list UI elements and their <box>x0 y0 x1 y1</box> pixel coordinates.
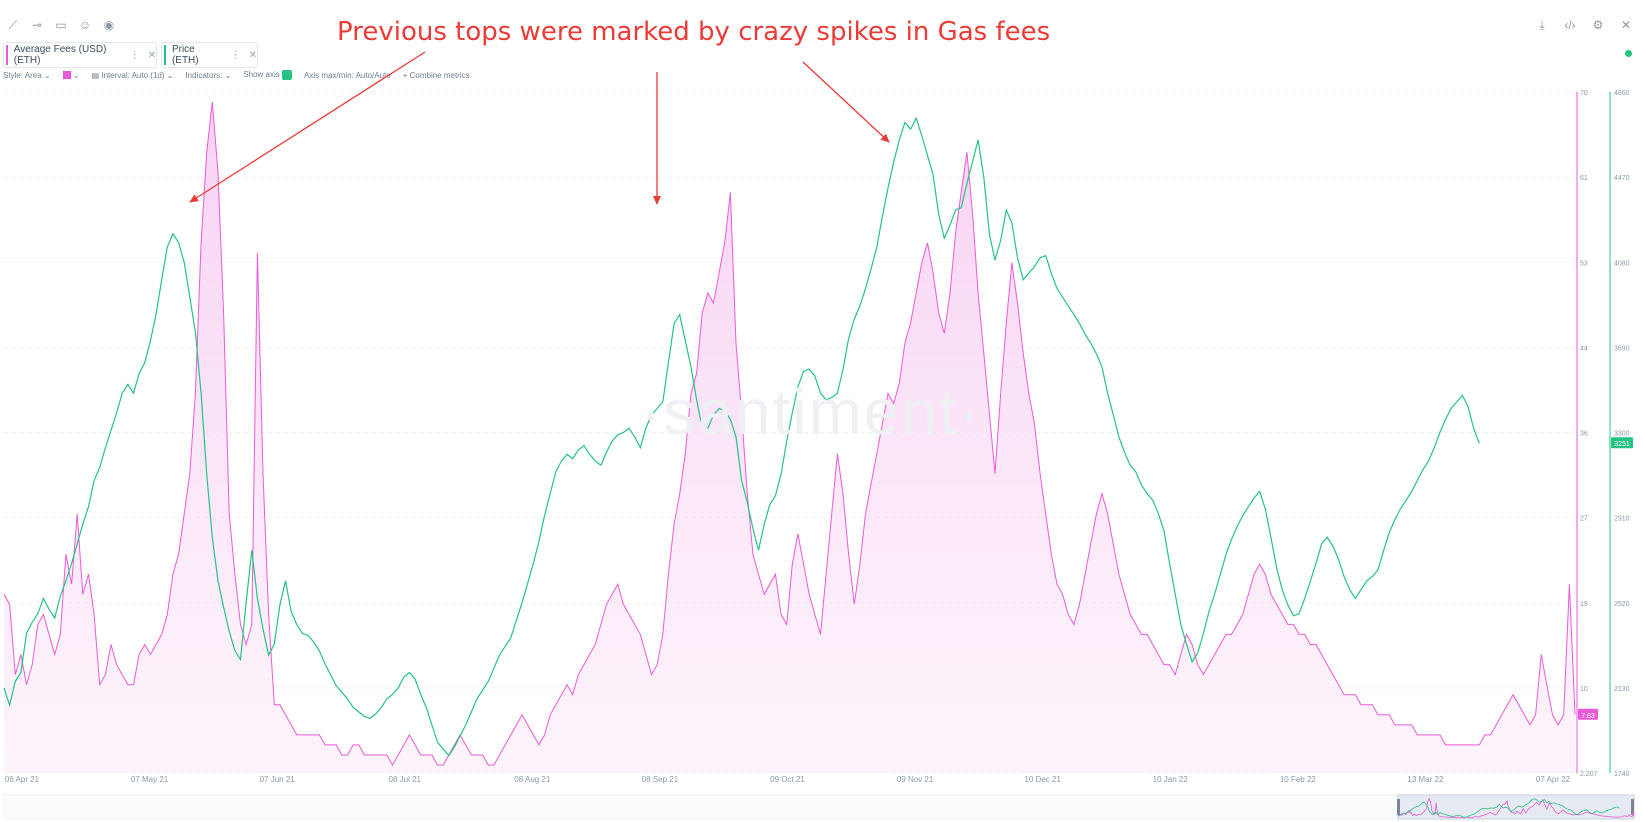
navigator-handle-left <box>1397 799 1400 815</box>
price-tick-label: 4470 <box>1614 175 1630 182</box>
price-tick-label: 2130 <box>1614 686 1630 693</box>
settings-row: Style: Area ⌄ ⌄ ▤ Interval: Auto (1d) ⌄ … <box>3 70 470 80</box>
checkbox-checked-icon[interactable] <box>282 70 292 80</box>
close-icon[interactable]: ✕ <box>147 49 156 61</box>
fees-tick-label: 36 <box>1580 431 1588 438</box>
annotation-text: Previous tops were marked by crazy spike… <box>337 17 1051 47</box>
navigator-handle-right <box>1631 799 1634 815</box>
fees-series <box>3 101 1576 773</box>
price-tick-label: 3300 <box>1614 431 1630 438</box>
horizontal-line-icon[interactable]: ⊸ <box>31 18 43 32</box>
watermark: ·santiment· <box>640 376 983 448</box>
tab-label: Average Fees (USD) (ETH) <box>13 44 107 66</box>
color-swatch <box>62 71 71 80</box>
fees-last-value: 7.83 <box>1581 713 1595 720</box>
fees-tick-label: 27 <box>1580 516 1588 523</box>
navigator-track <box>3 794 1635 820</box>
range-navigator <box>3 794 1635 820</box>
navigator-selection <box>1397 794 1635 820</box>
navigator-fees-line <box>1397 797 1635 819</box>
x-tick-label: 07 Jun 21 <box>260 775 296 784</box>
fees-color-bar <box>6 45 8 65</box>
fees-tick-label: 70 <box>1580 90 1588 97</box>
fees-area-fill <box>4 102 1575 773</box>
download-icon[interactable]: ⤓ <box>1539 18 1545 32</box>
price-color-bar <box>164 45 166 65</box>
axis-minmax-select[interactable]: Axis max/min: Auto/Auto <box>304 70 391 80</box>
eye-icon[interactable]: ◉ <box>103 18 115 32</box>
fees-tick-label: 10 <box>1580 686 1588 693</box>
fees-tick-label: 44 <box>1580 345 1588 352</box>
x-tick-label: 08 Sep 21 <box>642 775 679 784</box>
price-axis: 4860 4470 4080 3690 3300 2910 2520 2130 1740 3251 <box>1609 90 1633 778</box>
annotation-arrows <box>189 51 890 205</box>
price-last-value: 3251 <box>1614 441 1630 448</box>
combine-metrics-button[interactable]: + Combine metrics <box>402 70 470 80</box>
x-tick-label: 13 Mar 22 <box>1407 775 1444 784</box>
interval-select[interactable]: ▤ Interval: Auto (1d) ⌄ <box>91 70 174 80</box>
style-select[interactable]: Style: Area ⌄ <box>3 70 51 80</box>
x-axis: 06 Apr 21 07 May 21 07 Jun 21 08 Jul 21 08 A… <box>5 775 1571 784</box>
live-status-dot <box>1625 50 1632 57</box>
chart-actions: ⤓ ‹/› ⚙ ✕ <box>1535 18 1633 32</box>
calendar-icon: ▤ <box>91 70 100 80</box>
drawing-toolbar: ⟋ ⊸ ▭ ☺ ◉ <box>6 18 116 32</box>
fees-tick-label: 19 <box>1580 601 1588 608</box>
emoji-icon[interactable]: ☺ <box>78 18 92 32</box>
price-tick-label: 4080 <box>1614 260 1630 267</box>
color-select[interactable]: ⌄ <box>62 71 80 80</box>
price-tick-label: 1740 <box>1614 771 1630 778</box>
tab-label: Price (ETH) <box>171 44 199 66</box>
x-tick-label: 10 Feb 22 <box>1280 775 1317 784</box>
more-icon[interactable]: ⋮ <box>230 49 241 61</box>
annotation-arrow <box>189 51 426 203</box>
x-tick-label: 07 May 21 <box>131 775 169 784</box>
price-tick-label: 3690 <box>1614 345 1630 352</box>
x-tick-label: 08 Jul 21 <box>389 775 422 784</box>
fees-axis: 70 61 53 44 36 27 19 10 2.207 7.83 <box>1576 90 1598 778</box>
price-last-badge <box>1611 437 1633 449</box>
note-icon[interactable]: ▭ <box>55 18 67 32</box>
fees-last-badge <box>1578 708 1598 720</box>
tab-average-fees[interactable]: Average Fees (USD) (ETH) ⋮ ✕ <box>3 42 157 68</box>
price-tick-label: 4860 <box>1614 90 1630 97</box>
fees-tick-label: 2.207 <box>1580 771 1598 778</box>
x-tick-label: 08 Aug 21 <box>514 775 551 784</box>
tab-price[interactable]: Price (ETH) ⋮ ✕ <box>161 42 258 68</box>
x-tick-label: 07 Apr 22 <box>1536 775 1571 784</box>
show-axis-toggle[interactable]: Show axis <box>243 70 292 80</box>
close-icon[interactable]: ✕ <box>248 49 257 61</box>
indicators-select[interactable]: Indicators: ⌄ <box>185 70 232 80</box>
x-tick-label: 10 Dec 21 <box>1024 775 1061 784</box>
fees-tick-label: 53 <box>1580 260 1588 267</box>
price-series <box>3 116 1480 757</box>
close-icon[interactable]: ✕ <box>1620 18 1632 32</box>
line-draw-icon[interactable]: ⟋ <box>8 18 18 32</box>
x-tick-label: 09 Oct 21 <box>770 775 805 784</box>
fees-tick-label: 61 <box>1580 175 1588 182</box>
price-tick-label: 2910 <box>1614 516 1630 523</box>
price-line <box>3 116 1480 757</box>
navigator-price-line <box>1397 798 1620 818</box>
price-tick-label: 2520 <box>1614 601 1630 608</box>
annotation-arrow <box>802 61 890 143</box>
more-icon[interactable]: ⋮ <box>129 49 140 61</box>
embed-code-icon[interactable]: ‹/› <box>1564 18 1576 32</box>
fees-line <box>3 101 1576 767</box>
x-tick-label: 09 Nov 21 <box>897 775 934 784</box>
x-tick-label: 10 Jan 22 <box>1153 775 1189 784</box>
settings-icon[interactable]: ⚙ <box>1592 18 1604 32</box>
x-tick-label: 06 Apr 21 <box>5 775 40 784</box>
